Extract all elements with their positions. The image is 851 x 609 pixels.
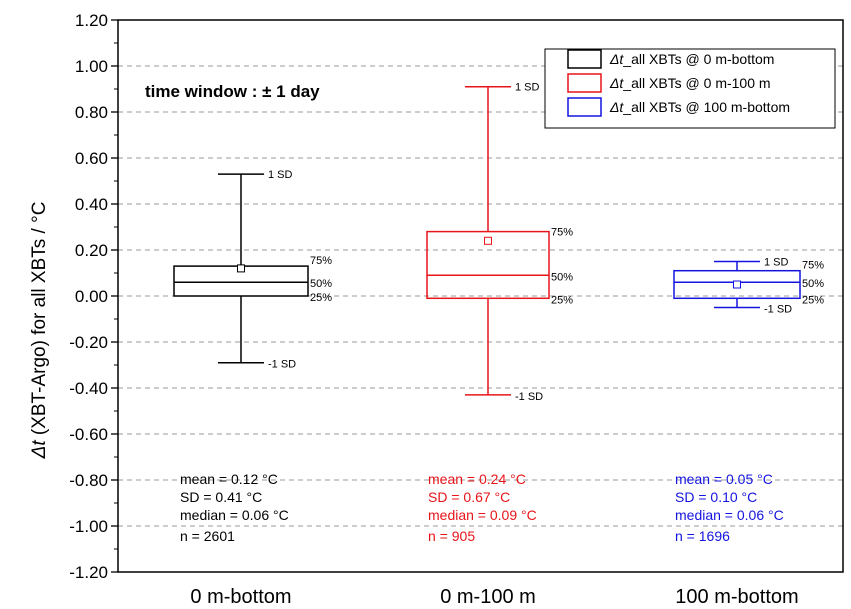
legend-entry: Δt_all XBTs @ 100 m-bottom bbox=[609, 99, 790, 115]
y-tick-label: 0.00 bbox=[75, 287, 108, 306]
y-axis-label: Δt (XBT-Argo) for all XBTs / °C bbox=[29, 202, 50, 460]
p25-label: 25% bbox=[802, 294, 824, 306]
stats-line: median = 0.06 °C bbox=[180, 507, 289, 523]
y-tick-label: 1.20 bbox=[75, 11, 108, 30]
box-series: 75% 50% 25% 1 SD -1 SD mean = 0.12 °C SD = 0.4… bbox=[174, 82, 824, 544]
x-category-label: 0 m-bottom bbox=[190, 586, 291, 608]
y-tick-label: 0.20 bbox=[75, 241, 108, 260]
mean-marker bbox=[734, 281, 741, 288]
lower-sd-label: -1 SD bbox=[515, 391, 543, 403]
x-axis: 0 m-bottom 0 m-100 m 100 m-bottom bbox=[190, 586, 798, 608]
upper-sd-label: 1 SD bbox=[268, 169, 293, 181]
legend-text: _all XBTs @ 0 m-100 m bbox=[622, 75, 770, 91]
mean-marker bbox=[238, 265, 245, 272]
lower-sd-label: -1 SD bbox=[764, 304, 792, 316]
y-tick-label: 0.40 bbox=[75, 195, 108, 214]
legend-delta: Δt bbox=[609, 75, 624, 91]
stats-line: SD = 0.41 °C bbox=[180, 489, 262, 505]
y-axis-label-text: (XBT-Argo) for all XBTs / °C bbox=[29, 202, 50, 441]
stats-line: median = 0.06 °C bbox=[675, 507, 784, 523]
stats-line: SD = 0.67 °C bbox=[428, 489, 510, 505]
box-0-m-100-m: 75% 50% 25% 1 SD -1 SD mean = 0.24 °C SD = 0.6… bbox=[427, 82, 573, 544]
y-tick-label: -1.20 bbox=[69, 563, 108, 582]
legend-entry: Δt_all XBTs @ 0 m-100 m bbox=[609, 75, 771, 91]
stats-line: n = 1696 bbox=[675, 528, 730, 544]
stats-line: mean = 0.12 °C bbox=[180, 471, 278, 487]
upper-sd-label: 1 SD bbox=[764, 257, 789, 269]
p25-label: 25% bbox=[310, 292, 332, 304]
stats-line: n = 905 bbox=[428, 528, 475, 544]
y-axis: 1.20 1.00 0.80 0.60 0.40 0.20 0.00 -0.20 -0.40 -0… bbox=[69, 11, 118, 582]
median-label: 50% bbox=[310, 278, 332, 290]
stats-line: mean = 0.05 °C bbox=[675, 471, 773, 487]
median-label: 50% bbox=[551, 271, 573, 283]
legend-entry: Δt_all XBTs @ 0 m-bottom bbox=[609, 51, 774, 67]
y-tick-label: 0.60 bbox=[75, 149, 108, 168]
lower-sd-label: -1 SD bbox=[268, 359, 296, 371]
box-100-m-bottom: 75% 50% 25% 1 SD -1 SD mean = 0.05 °C SD = 0.1… bbox=[674, 257, 824, 545]
y-tick-label: -0.40 bbox=[69, 379, 108, 398]
y-tick-label: -1.00 bbox=[69, 517, 108, 536]
stats-line: median = 0.09 °C bbox=[428, 507, 537, 523]
p75-label: 75% bbox=[310, 255, 332, 267]
upper-sd-label: 1 SD bbox=[515, 82, 540, 94]
x-category-label: 0 m-100 m bbox=[440, 586, 536, 608]
y-tick-label: 1.00 bbox=[75, 57, 108, 76]
y-tick-label: -0.80 bbox=[69, 471, 108, 490]
y-tick-label: 0.80 bbox=[75, 103, 108, 122]
y-tick-label: -0.20 bbox=[69, 333, 108, 352]
legend-text: _all XBTs @ 0 m-bottom bbox=[622, 51, 774, 67]
y-tick-label: -0.60 bbox=[69, 425, 108, 444]
legend-text: _all XBTs @ 100 m-bottom bbox=[622, 99, 790, 115]
stats-line: SD = 0.10 °C bbox=[675, 489, 757, 505]
time-window-annotation: time window : ± 1 day bbox=[145, 82, 320, 101]
x-category-label: 100 m-bottom bbox=[675, 586, 798, 608]
legend-delta: Δt bbox=[609, 51, 624, 67]
p25-label: 25% bbox=[551, 294, 573, 306]
median-label: 50% bbox=[802, 278, 824, 290]
y-axis-label-delta: Δt bbox=[29, 440, 50, 460]
stats-line: mean = 0.24 °C bbox=[428, 471, 526, 487]
legend-delta: Δt bbox=[609, 99, 624, 115]
mean-marker bbox=[485, 237, 492, 244]
p75-label: 75% bbox=[551, 227, 573, 239]
p75-label: 75% bbox=[802, 260, 824, 272]
box-0-m-bottom: 75% 50% 25% 1 SD -1 SD mean = 0.12 °C SD = 0.4… bbox=[174, 169, 332, 544]
stats-line: n = 2601 bbox=[180, 528, 235, 544]
